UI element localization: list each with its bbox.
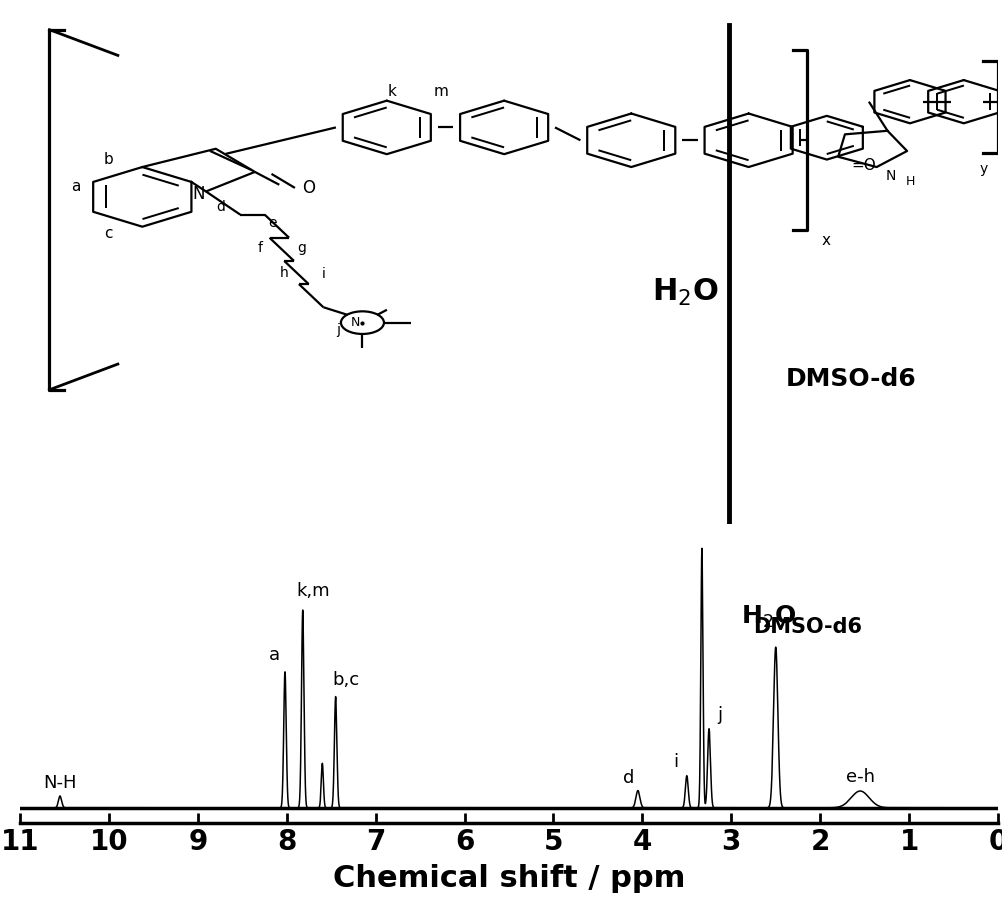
Text: N: N xyxy=(885,169,895,184)
Text: H$_2$O: H$_2$O xyxy=(651,276,717,307)
Text: N: N xyxy=(351,316,360,329)
Text: c: c xyxy=(104,226,112,242)
Text: a: a xyxy=(269,646,280,664)
Text: b,c: b,c xyxy=(333,671,360,689)
Text: d: d xyxy=(216,200,224,214)
Text: e-h: e-h xyxy=(845,767,874,785)
Text: j: j xyxy=(716,705,721,724)
Text: =O: =O xyxy=(851,158,875,174)
Text: i: i xyxy=(673,754,678,771)
Text: y: y xyxy=(979,162,987,175)
Text: n: n xyxy=(1000,166,1002,181)
Text: a: a xyxy=(71,179,80,195)
X-axis label: Chemical shift / ppm: Chemical shift / ppm xyxy=(333,864,684,893)
Text: m: m xyxy=(433,84,448,99)
Text: DMSO-d6: DMSO-d6 xyxy=(786,367,916,392)
Text: k: k xyxy=(387,84,396,99)
Text: d: d xyxy=(622,769,634,787)
Text: DMSO-d6: DMSO-d6 xyxy=(753,617,862,637)
Text: x: x xyxy=(822,233,830,248)
Text: j: j xyxy=(336,324,340,337)
Text: H: H xyxy=(905,175,914,188)
Text: b: b xyxy=(103,153,113,167)
Text: N-H: N-H xyxy=(43,774,77,793)
Text: k,m: k,m xyxy=(297,582,330,600)
Text: f: f xyxy=(257,241,262,255)
Text: N: N xyxy=(191,185,204,203)
Text: e: e xyxy=(268,216,277,230)
Text: h: h xyxy=(280,265,289,280)
Text: H$_2$O: H$_2$O xyxy=(740,604,796,630)
Text: i: i xyxy=(321,266,325,281)
Text: O: O xyxy=(302,179,315,197)
Text: g: g xyxy=(297,241,306,255)
